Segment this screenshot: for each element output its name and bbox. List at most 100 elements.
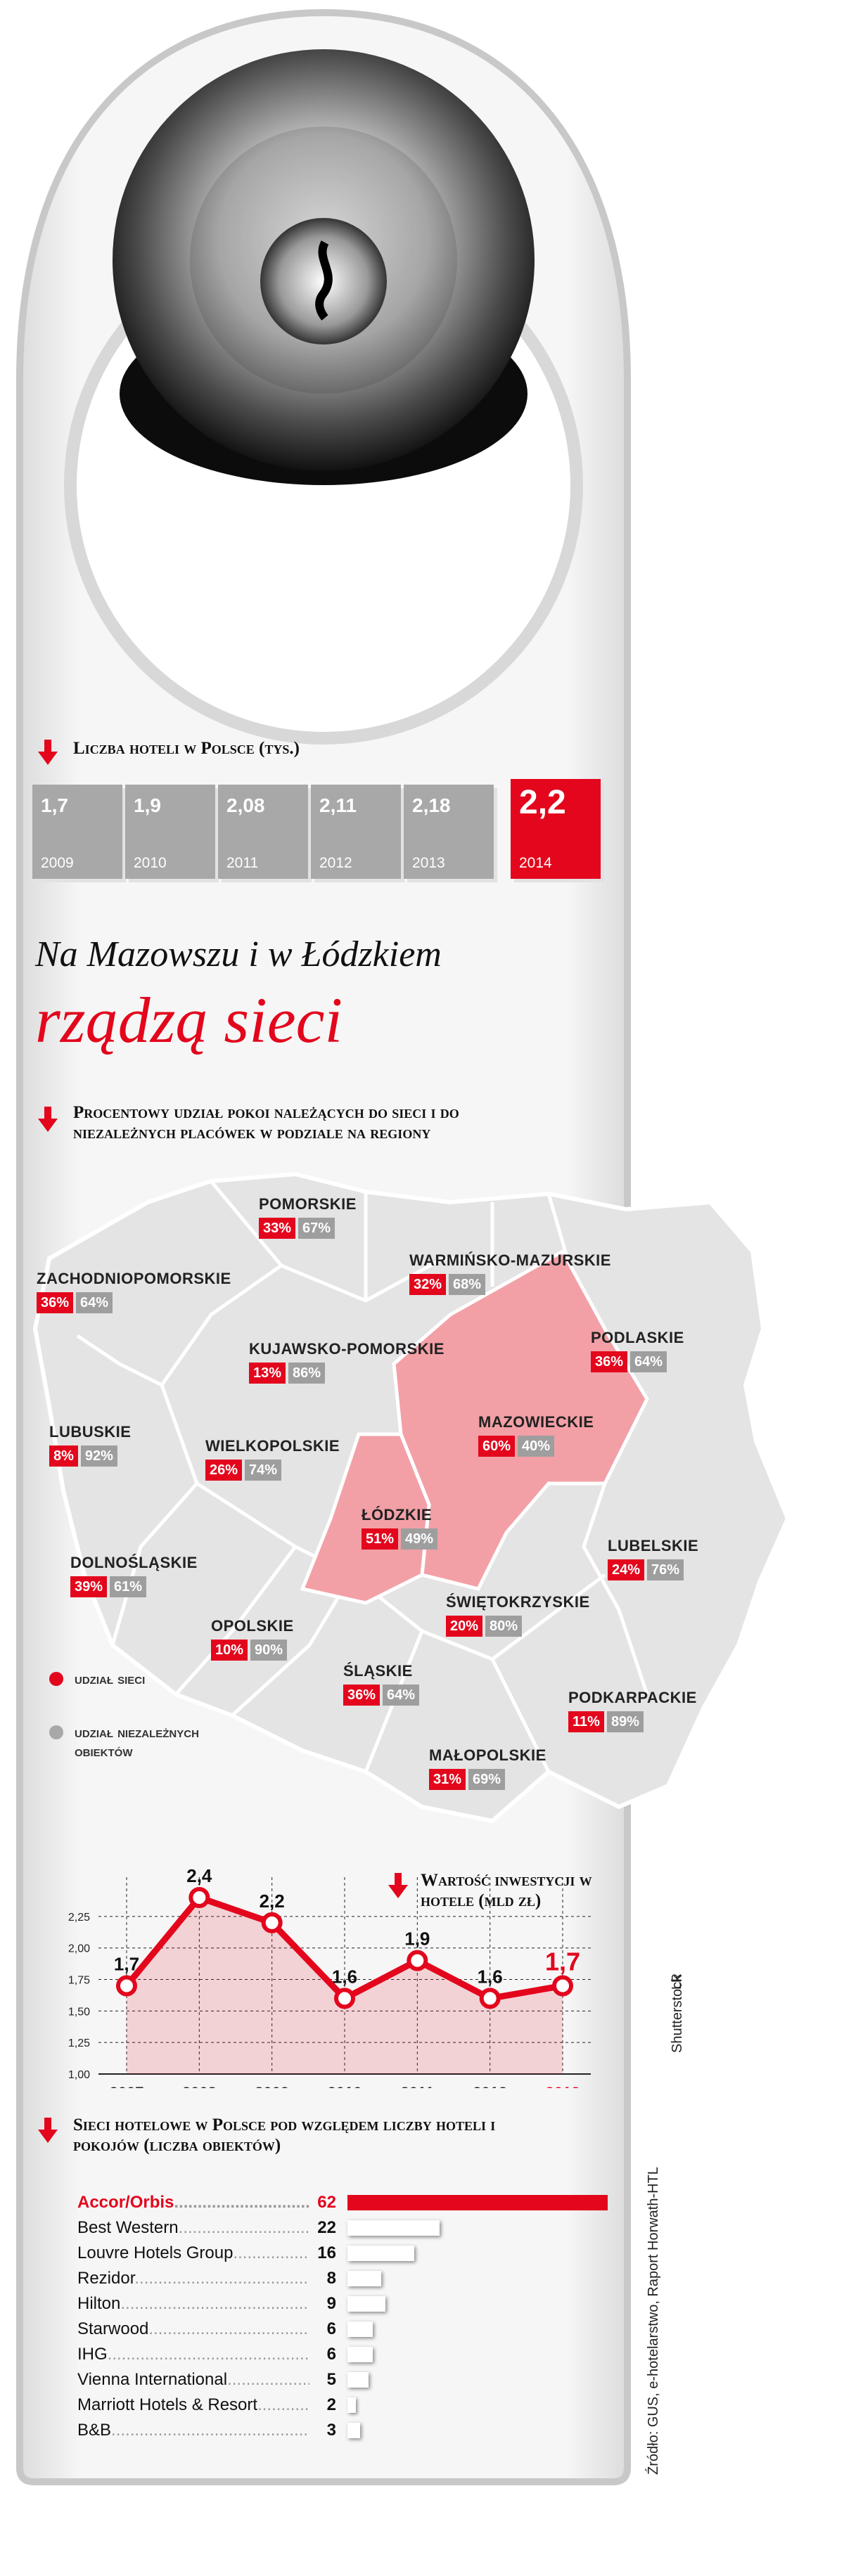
down-arrow-icon [38,2118,58,2143]
region-podkarpackie: PODKARPACKIE 11% 89% [568,1689,697,1732]
chain-row: Accor/Orbis.............................… [77,2191,608,2215]
chain-row: Starwood................................… [77,2317,373,2341]
chain-name: Hilton..................................… [77,2294,309,2314]
data-point [552,1975,573,1997]
data-point [334,1988,355,2009]
region-malopolskie: MAŁOPOLSKIE 31% 69% [429,1746,546,1790]
data-point [116,1975,137,1997]
down-arrow-icon [38,1107,58,1132]
data-label: 1,6 [332,1966,357,1987]
chain-name: Rezidor.................................… [77,2269,309,2288]
lodzkie-region [300,1432,431,1605]
region-opolskie: OPOLSKIE 10% 90% [211,1617,294,1661]
y-tick-label: 1,75 [68,1975,90,1987]
down-arrow-icon [388,1873,408,1898]
headline-line2: rządzą sieci [35,984,343,1056]
chain-bar [347,2372,369,2388]
region-mazowieckie: MAZOWIECKIE 60% 40% [478,1413,594,1457]
region-zachodniopomorskie: ZACHODNIOPOMORSKIE 36% 64% [37,1270,231,1313]
leader-dots: ........................................… [111,2421,309,2440]
chain-bar [347,2397,356,2413]
chain-name: Louvre Hotels Group.....................… [77,2243,309,2263]
chain-row: Best Western............................… [77,2216,440,2240]
chain-value: 9 [326,2294,336,2313]
year-box: 1,9 2010 [125,785,215,879]
data-point [188,1886,210,1908]
chain-bar [347,2195,608,2210]
chain-value: 22 [317,2218,336,2237]
x-tick-label: 2007 [110,2084,144,2088]
chain-bar [347,2220,440,2236]
chain-name: Marriott Hotels & Resort................… [77,2395,309,2415]
year-box: 2,08 2011 [218,785,308,879]
region-lodzkie: ŁÓDZKIE 51% 49% [362,1506,438,1550]
chain-row: IHG.....................................… [77,2343,373,2366]
region-slaskie: ŚLĄSKIE 36% 64% [343,1662,420,1706]
chain-row: Rezidor.................................… [77,2267,381,2291]
region-pomorskie: POMORSKIE 33% 67% [259,1195,357,1239]
leader-dots: ........................................… [174,2193,309,2212]
series-area [127,1897,563,2074]
chain-name: IHG.....................................… [77,2345,309,2364]
data-label: 2,4 [186,1865,212,1886]
data-label: 2,2 [260,1891,285,1912]
leader-dots: ........................................… [227,2370,309,2389]
leader-dots: ........................................… [148,2319,309,2338]
chain-row: Vienna International....................… [77,2368,369,2392]
leader-dots: ........................................… [107,2345,309,2364]
chain-value: 6 [326,2319,336,2338]
chain-bar [347,2246,415,2261]
chain-name: Vienna International....................… [77,2370,309,2390]
chain-name: B&B.....................................… [77,2421,309,2440]
y-tick-label: 1,50 [68,2006,90,2018]
region-dolnoslaskie: DOLNOŚLĄSKIE 39% 61% [70,1554,198,1597]
y-tick-label: 2,25 [68,1912,90,1924]
hotel-count-title: Liczba hoteli w Polsce (tys.) [73,739,300,758]
data-label: 1,6 [478,1966,503,1987]
headline-line1: Na Mazowszu i w Łódzkiem [35,934,442,974]
region-lubelskie: LUBELSKIE 24% 76% [608,1537,698,1580]
chain-bar [347,2271,381,2286]
map-title: Procentowy udział pokoi należących do si… [73,1103,459,1142]
chain-name: Best Western............................… [77,2218,309,2238]
data-point [479,1988,501,2009]
year-box-highlight: 2,2 2014 [511,779,601,879]
data-point [261,1912,283,1933]
chain-name: Starwood................................… [77,2319,309,2339]
year-box: 2,18 2013 [404,785,494,879]
source-note: Źródło: GUS, e-hotelarstwo, Raport Horwa… [646,2167,661,2475]
legend-chain: Udział sieci [49,1669,159,1688]
chain-value: 3 [326,2421,336,2440]
chain-name: Accor/Orbis.............................… [77,2193,309,2213]
leader-dots: ........................................… [120,2294,309,2313]
chain-value: 6 [326,2345,336,2364]
chain-value: 8 [326,2269,336,2288]
chain-value: 5 [326,2370,336,2389]
data-label: 1,7 [114,1953,139,1974]
leader-dots: ........................................… [134,2269,309,2288]
y-tick-label: 1,00 [68,2069,90,2081]
chain-row: B&B.....................................… [77,2419,360,2442]
region-wielkopolskie: WIELKOPOLSKIE 26% 74% [205,1437,340,1481]
region-kujawsko-pomorskie: KUJAWSKO-POMORSKIE 13% 86% [249,1340,445,1384]
chain-bar [347,2347,373,2362]
chain-value: 62 [317,2193,336,2212]
leader-dots: ........................................… [178,2218,309,2237]
region-swietokrzyskie: ŚWIĘTOKRZYSKIE 20% 80% [446,1593,590,1637]
year-box: 2,11 2012 [311,785,401,879]
region-podlaskie: PODLASKIE 36% 64% [591,1329,684,1372]
x-tick-label: 2013 [546,2084,580,2088]
door-knob-icon [113,49,535,485]
legend-independent: Udział niezależnych obiektów [49,1722,243,1760]
chain-row: Hilton..................................… [77,2292,385,2316]
chain-row: Louvre Hotels Group.....................… [77,2241,415,2265]
x-tick-label: 2011 [400,2084,434,2088]
data-label: 1,7 [545,1947,580,1976]
data-label: 1,9 [404,1928,430,1950]
y-tick-label: 2,00 [68,1943,90,1955]
investment-chart-title: Wartość inwestycji w hotele (mld zł) [421,1871,592,1910]
chain-row: Marriott Hotels & Resort................… [77,2393,356,2417]
leader-dots: ........................................… [233,2243,309,2262]
region-lubuskie: LUBUSKIE 8% 92% [49,1423,131,1467]
data-point [407,1950,428,1971]
